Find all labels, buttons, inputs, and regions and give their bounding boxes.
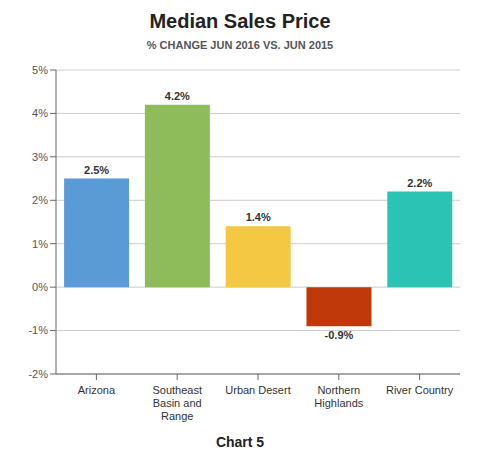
svg-text:River Country: River Country [386,384,454,396]
svg-text:NorthernHighlands: NorthernHighlands [314,384,363,409]
svg-text:Arizona: Arizona [78,384,116,396]
svg-text:5%: 5% [32,64,48,76]
svg-text:-2%: -2% [28,368,48,380]
svg-text:2%: 2% [32,194,48,206]
svg-text:1.4%: 1.4% [246,211,271,223]
svg-text:3%: 3% [32,151,48,163]
html-text:% CHANGE JUN 2016 VS. JUN 2015: % CHANGE JUN 2016 VS. JUN 2015 [146,39,334,51]
svg-text:SoutheastBasin andRange: SoutheastBasin andRange [152,384,202,422]
svg-text:-1%: -1% [28,324,48,336]
svg-text:2.2%: 2.2% [407,177,432,189]
svg-text:1%: 1% [32,238,48,250]
svg-text:4%: 4% [32,107,48,119]
html-text:Chart 5: Chart 5 [215,434,265,450]
svg-text:0%: 0% [32,281,48,293]
svg-text:-0.9%: -0.9% [325,329,354,341]
html-text:Median Sales Price: Median Sales Price [149,10,331,32]
svg-text:Urban Desert: Urban Desert [225,384,290,396]
svg-text:4.2%: 4.2% [165,90,190,102]
svg-text:2.5%: 2.5% [84,164,109,176]
